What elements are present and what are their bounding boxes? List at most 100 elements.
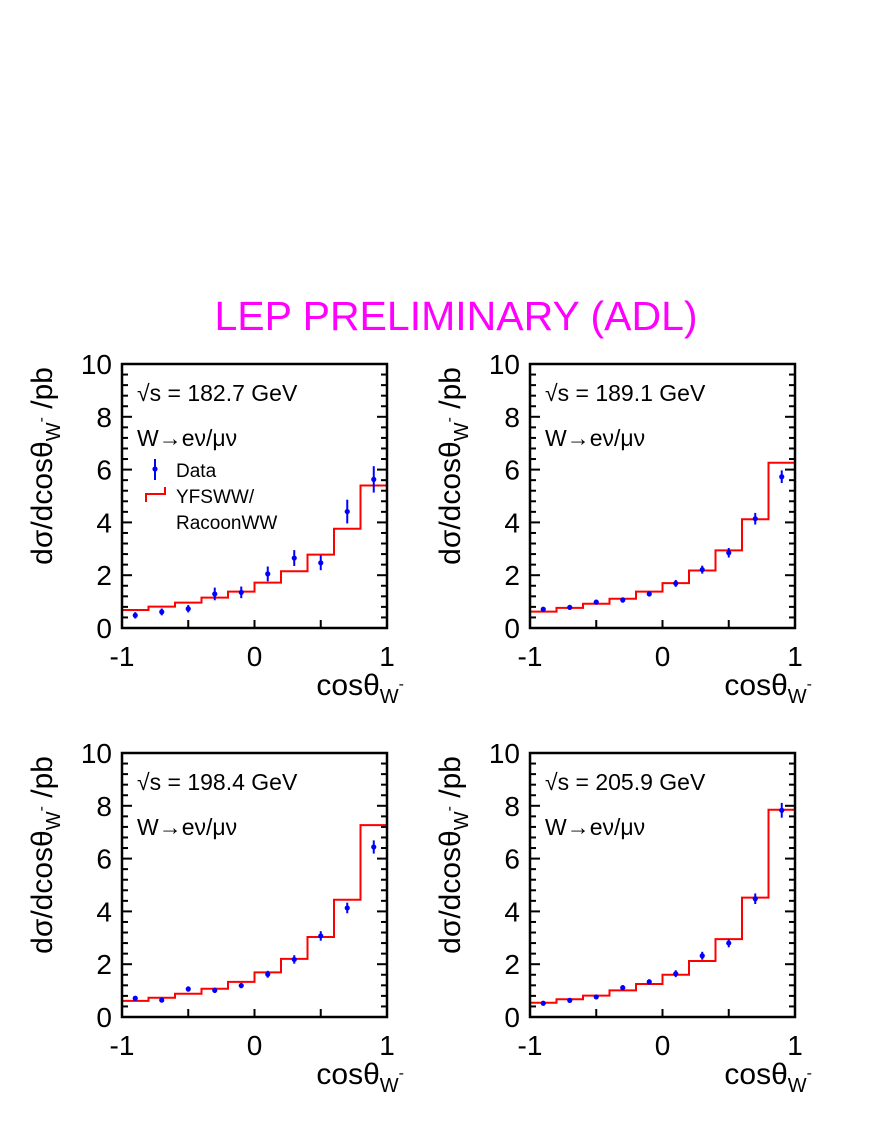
y-tick-label: 2 (96, 949, 112, 980)
channel-label: W→eν/μν (545, 814, 645, 840)
y-tick-label: 4 (504, 896, 520, 927)
legend-mc-marker (145, 487, 166, 502)
x-title-sub: W (380, 686, 399, 708)
data-point (344, 508, 350, 515)
x-tick-label: -1 (110, 641, 135, 672)
y-tick-label: 8 (504, 402, 520, 433)
plot-frame (528, 362, 797, 630)
data-point (726, 550, 732, 556)
y-tick-label: 6 (504, 455, 520, 486)
x-title-sup: - (399, 1065, 404, 1082)
data-point (752, 896, 758, 902)
y-title-unit: /pb (434, 367, 467, 417)
x-axis-title: cosθW- (316, 1058, 404, 1097)
data-point (291, 555, 297, 561)
y-tick-label: 8 (96, 791, 112, 822)
data-point (673, 971, 679, 977)
x-axis-title: cosθW- (316, 669, 404, 708)
plot-frame (528, 751, 797, 1019)
y-tick-label: 10 (489, 349, 520, 380)
data-point (371, 476, 377, 482)
x-tick-label: 0 (655, 641, 671, 672)
data-point (779, 807, 785, 813)
data-point (699, 567, 705, 573)
x-title-sup: - (807, 1065, 812, 1082)
data-point (318, 560, 324, 566)
y-title-sub: W (451, 422, 473, 441)
data-point (132, 612, 138, 618)
data-point (620, 985, 626, 991)
energy-label: √s = 198.4 GeV (137, 769, 298, 795)
y-tick-label: 4 (96, 896, 112, 927)
x-tick-label: 1 (787, 1030, 803, 1061)
y-axis-title: dσ/dcosθW- /pb (434, 756, 473, 954)
y-tick-label: 4 (504, 507, 520, 538)
y-title-sup: - (33, 806, 50, 811)
y-tick-label: 0 (504, 1002, 520, 1033)
channel-label: W→eν/μν (137, 814, 237, 840)
data-point (699, 953, 705, 959)
mc-histogram (529, 461, 796, 628)
x-title-sub: W (788, 686, 807, 708)
y-axis-title: dσ/dcosθW- /pb (434, 367, 473, 565)
data-point (567, 997, 573, 1003)
channel-label: W→eν/μν (545, 425, 645, 451)
data-point (212, 987, 218, 993)
y-title-sup: - (441, 417, 458, 422)
y-title-sub: W (43, 422, 65, 441)
x-tick-label: -1 (110, 1030, 135, 1061)
y-title-sup: - (441, 806, 458, 811)
energy-label: √s = 189.1 GeV (545, 380, 706, 406)
data-point (752, 516, 758, 522)
data-point (620, 597, 626, 603)
data-point (132, 995, 138, 1001)
data-point (646, 591, 652, 597)
legend-data-label: Data (176, 461, 217, 482)
y-tick-label: 0 (96, 1002, 112, 1033)
data-point (540, 606, 546, 612)
data-point (212, 591, 218, 597)
data-point (371, 844, 377, 850)
y-tick-label: 0 (504, 613, 520, 644)
plot-frame (120, 362, 389, 630)
energy-label: √s = 182.7 GeV (137, 380, 298, 406)
plot-frame (120, 751, 389, 1019)
data-point (238, 589, 244, 595)
data-point (185, 606, 191, 612)
data-point (646, 979, 652, 985)
x-tick-label: 0 (247, 641, 263, 672)
x-title-sup: - (399, 676, 404, 693)
data-point (726, 940, 732, 946)
energy-label: √s = 205.9 GeV (545, 769, 706, 795)
data-point (318, 933, 324, 939)
data-point (567, 604, 573, 611)
y-axis-title: dσ/dcosθW- /pb (26, 367, 65, 565)
y-tick-label: 6 (504, 844, 520, 875)
data-point (238, 982, 244, 989)
x-tick-label: -1 (518, 1030, 543, 1061)
y-title-main: dσ/dcosθ (434, 830, 467, 954)
y-title-main: dσ/dcosθ (26, 830, 59, 954)
y-tick-label: 10 (81, 738, 112, 769)
x-title-main: cosθ (316, 1058, 379, 1091)
x-tick-label: 1 (379, 641, 395, 672)
mc-histogram (121, 484, 388, 628)
x-tick-label: 0 (655, 1030, 671, 1061)
legend-mc-label-2: RacoonWW (176, 513, 277, 534)
y-title-unit: /pb (434, 756, 467, 806)
x-title-sup: - (807, 676, 812, 693)
y-title-main: dσ/dcosθ (434, 441, 467, 565)
x-tick-label: -1 (518, 641, 543, 672)
y-title-main: dσ/dcosθ (26, 441, 59, 565)
data-point (159, 609, 165, 615)
x-title-main: cosθ (724, 1058, 787, 1091)
y-tick-label: 2 (96, 560, 112, 591)
x-title-main: cosθ (316, 669, 379, 702)
y-tick-label: 6 (96, 455, 112, 486)
legend: Data YFSWW/RacoonWW (145, 459, 277, 534)
y-title-unit: /pb (26, 367, 59, 417)
y-axis-title: dσ/dcosθW- /pb (26, 756, 65, 954)
y-title-sup: - (33, 417, 50, 422)
y-tick-label: 8 (96, 402, 112, 433)
y-tick-label: 4 (96, 507, 112, 538)
